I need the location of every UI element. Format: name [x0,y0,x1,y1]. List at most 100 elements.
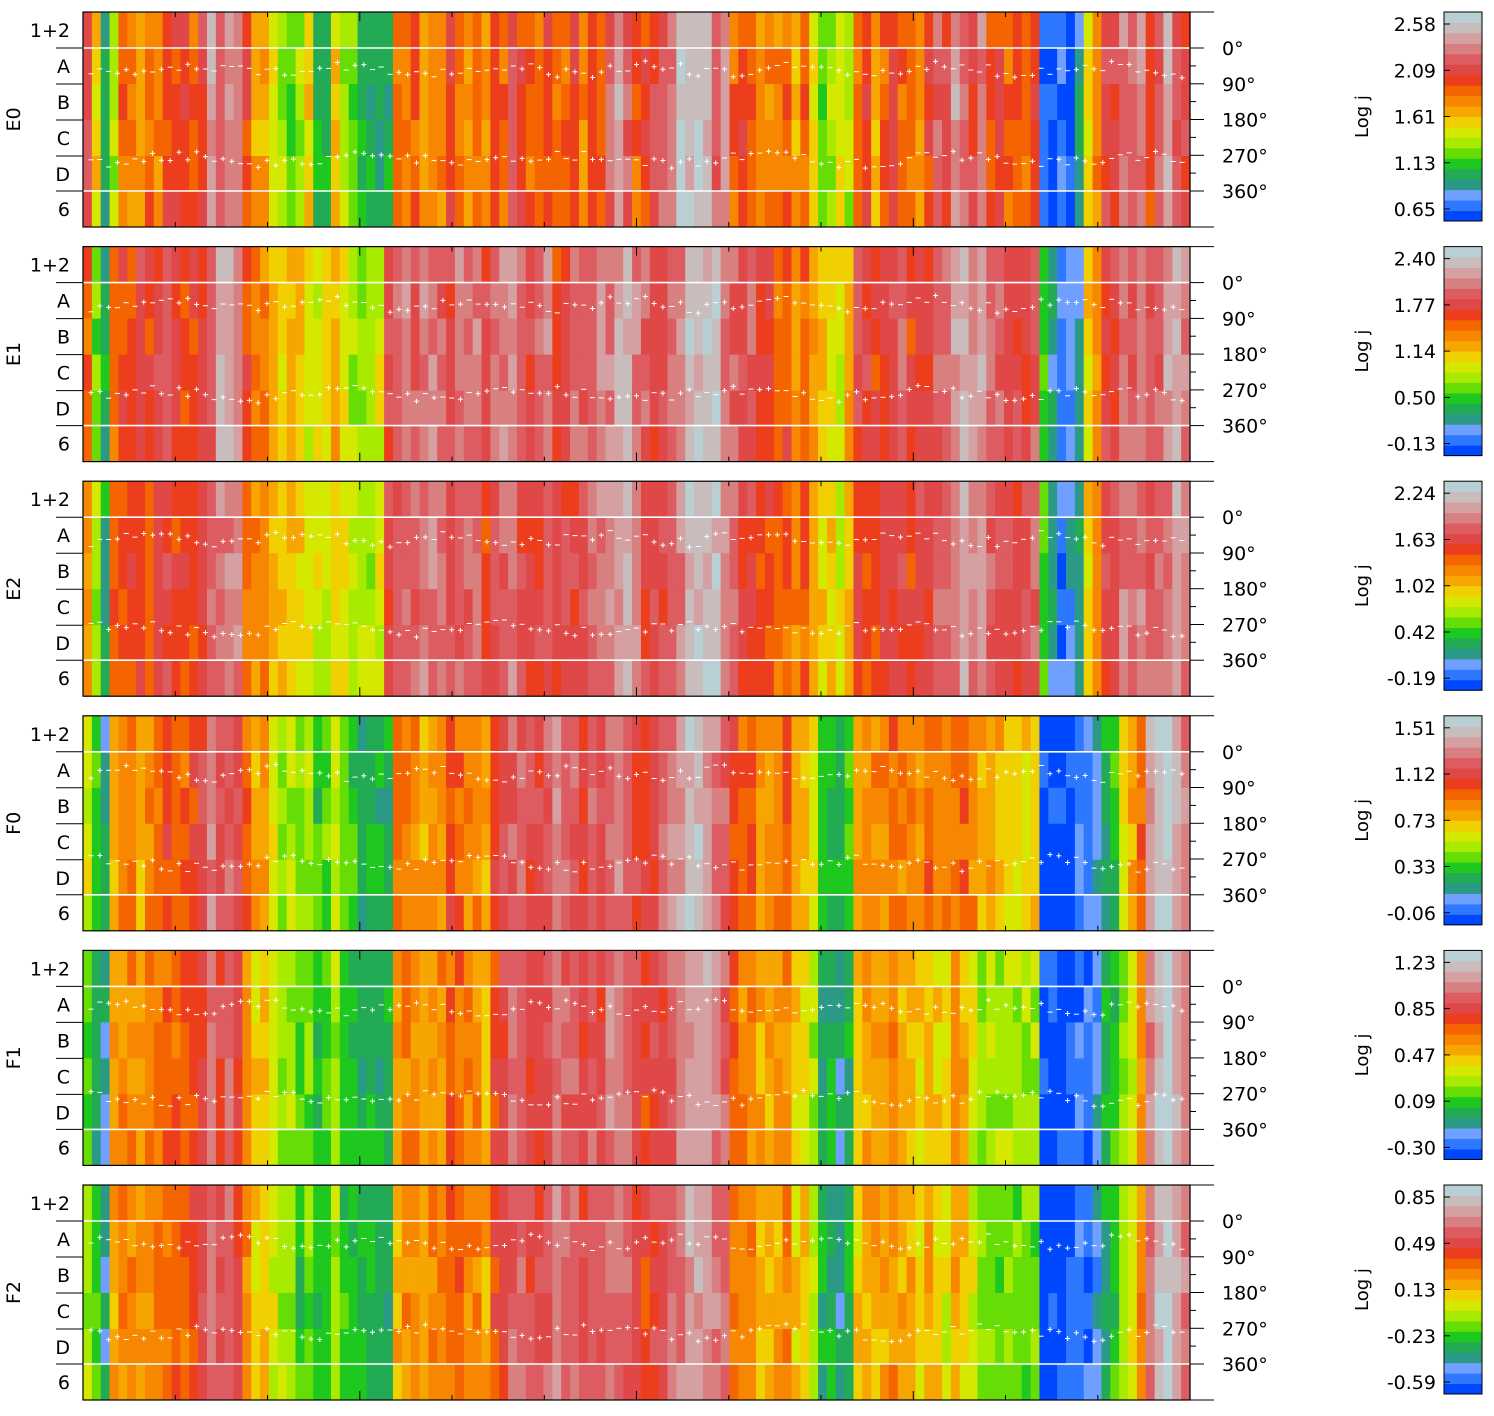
heatmap-cell [330,282,341,319]
heatmap-cell [1039,751,1049,789]
heatmap-cell [933,823,943,861]
heatmap-cell [1004,156,1014,192]
heatmap-cell [224,425,235,462]
heatmap-cell [91,553,102,590]
heatmap-cell [233,282,244,319]
heatmap-cell [472,894,483,932]
heatmap-cell [1074,354,1085,391]
heatmap-cell [1145,246,1156,283]
heatmap-cell [835,625,846,661]
heatmap-cell [268,625,279,661]
heatmap-cell [286,48,297,85]
heatmap-cell [153,12,164,49]
heatmap-cell [1136,894,1147,932]
heatmap-cell [499,553,509,590]
heatmap-cell [437,318,447,355]
heatmap-cell [109,517,120,554]
heatmap-cell [516,715,527,753]
heatmap-cell [384,859,394,896]
heatmap-cell [729,517,739,554]
heatmap-cell [552,553,562,590]
heatmap-cell [1012,589,1023,626]
heatmap-cell [1012,390,1023,426]
heatmap-cell [242,354,252,391]
heatmap-cell [906,787,917,825]
heatmap-cell [942,425,952,462]
heatmap-cell [198,1058,208,1095]
heatmap-cell [782,859,793,896]
y-tick-label: 270° [1222,145,1268,167]
heatmap-cell [959,894,970,932]
heatmap-cell [251,246,261,283]
heatmap-cell [100,986,111,1023]
heatmap-cell [100,48,111,85]
heatmap-cell [959,354,970,391]
heatmap-cell [826,48,837,85]
heatmap-cell [986,517,996,554]
heatmap-cell [596,589,607,626]
heatmap-cell [623,191,633,228]
heatmap-cell [153,553,164,590]
heatmap-cell [942,48,952,85]
heatmap-cell [162,1094,173,1130]
heatmap-cell [685,246,695,283]
heatmap-cell [153,660,164,697]
heatmap-cell [1136,120,1147,157]
heatmap-cell [747,390,757,426]
heatmap-cell [410,481,421,518]
heatmap-cell [977,120,987,157]
heatmap-cell [658,390,669,426]
heatmap-cell [348,751,359,789]
row-label: 6 [58,199,70,221]
heatmap-cell [561,859,571,896]
heatmap-cell [1092,84,1103,121]
heatmap-cell [711,481,722,518]
heatmap-cell [924,246,934,283]
heatmap-cell [171,660,182,697]
heatmap-cell [295,517,305,554]
heatmap-cell [809,625,819,661]
heatmap-cell [171,1129,182,1166]
heatmap-cell [738,191,748,228]
heatmap-cell [516,246,527,283]
heatmap-cell [552,787,562,825]
heatmap-cell [614,120,624,157]
heatmap-cell [1048,191,1058,228]
heatmap-cell [950,318,961,355]
heatmap-cell [1154,156,1165,192]
heatmap-cell [277,751,288,789]
heatmap-cell [915,84,925,121]
heatmap-cell [977,823,987,861]
heatmap-cell [189,425,199,462]
heatmap-cell [463,246,474,283]
heatmap-cell [1021,48,1032,85]
heatmap-cell [304,589,314,626]
heatmap-cell [242,246,252,283]
heatmap-cell [384,894,394,932]
heatmap-cell [215,715,226,753]
heatmap-cell [1074,282,1085,319]
heatmap-cell [83,12,93,49]
heatmap-cell [118,84,128,121]
heatmap-cell [260,318,270,355]
heatmap-cell [189,318,199,355]
heatmap-cell [357,354,367,391]
heatmap-cell [720,894,731,932]
heatmap-cell [782,553,793,590]
heatmap-cell [348,191,359,228]
heatmap-cell [1154,12,1165,49]
heatmap-cell [162,246,173,283]
heatmap-cell [490,553,500,590]
heatmap-cell [614,318,624,355]
heatmap-cell [614,589,624,626]
heatmap-cell [871,751,881,789]
heatmap-cell [685,156,695,192]
heatmap-cell [1021,12,1032,49]
heatmap-cell [800,625,810,661]
colorbar-tick-label: 2.24 [1394,483,1436,505]
heatmap-cell [977,425,987,462]
heatmap-cell [1039,120,1049,157]
heatmap-cell [888,823,899,861]
heatmap-cell [189,986,199,1023]
heatmap-cell [1021,120,1032,157]
